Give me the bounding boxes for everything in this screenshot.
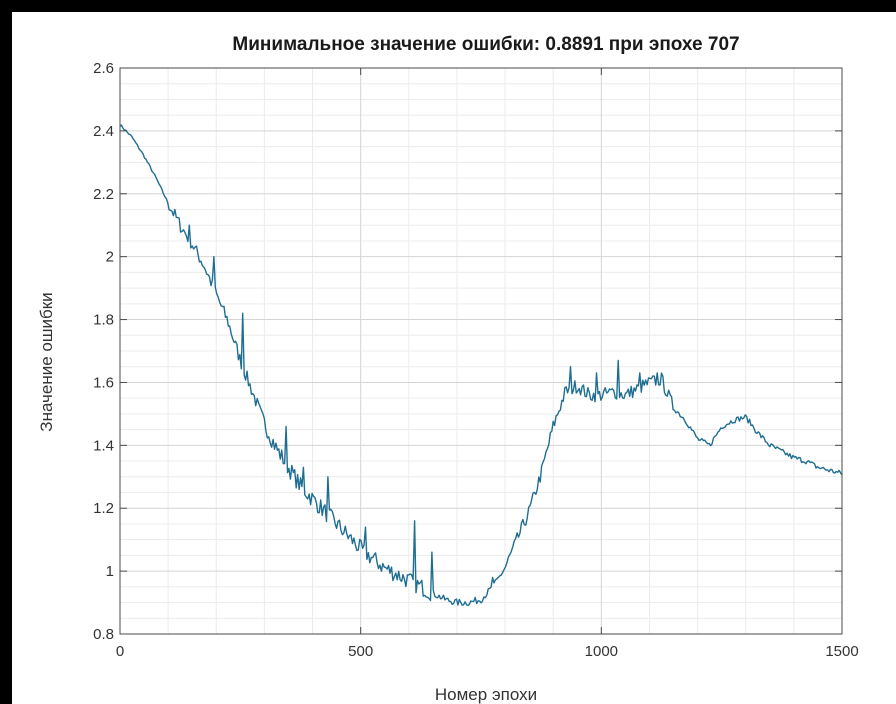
chart-figure: 0 500 1000 1500 0.8 1 1.2 1.4 1.6 1.8 2 2.2 2.4 2.6 Ми… — [12, 12, 896, 704]
y-tick-label: 1.2 — [93, 500, 114, 517]
series-line-error — [119, 124, 843, 607]
y-tick-label: 1 — [106, 563, 114, 580]
chart-svg: 0 500 1000 1500 0.8 1 1.2 1.4 1.6 1.8 2 2.2 2.4 2.6 Ми… — [37, 34, 859, 704]
y-tick-label: 2.6 — [93, 60, 114, 77]
y-tick-label: 1.6 — [93, 374, 114, 391]
y-axis-label: Значение ошибки — [37, 292, 56, 431]
x-tick-label: 0 — [116, 643, 124, 660]
y-tick-label: 2 — [106, 249, 114, 266]
y-tick-label: 2.2 — [93, 186, 114, 203]
y-tick-label: 1.4 — [93, 437, 114, 454]
axes-box — [119, 67, 843, 635]
x-tick-label: 500 — [348, 643, 373, 660]
y-tick-label: 2.4 — [93, 123, 114, 140]
y-tick-label: 0.8 — [93, 626, 114, 643]
chart-title: Минимальное значение ошибки: 0.8891 при … — [232, 34, 739, 55]
x-tick-label: 1000 — [585, 643, 618, 660]
x-axis-label: Номер эпохи — [435, 685, 537, 704]
x-tick-label: 1500 — [825, 643, 858, 660]
plot-area: 0 500 1000 1500 0.8 1 1.2 1.4 1.6 1.8 2 2.2 2.4 2.6 — [93, 60, 859, 660]
y-tick-label: 1.8 — [93, 312, 114, 329]
